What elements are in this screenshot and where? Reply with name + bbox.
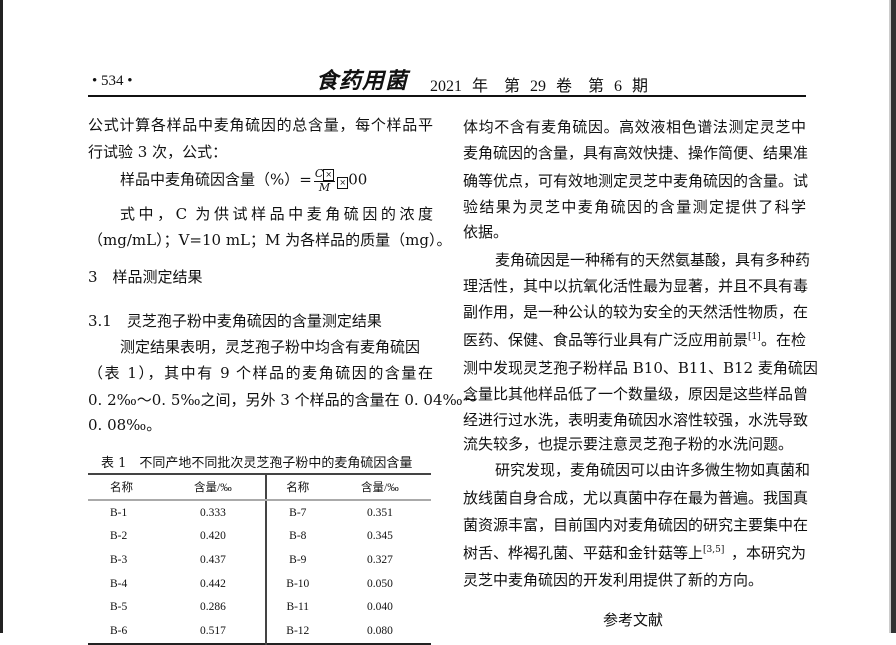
table-cell: B-12 [286,624,310,637]
text-line: 研究发现，麦角硫因可以由许多微生物如真菌和 [495,461,811,479]
table-header-row: 名称 含量/‰ 名称 含量/‰ [88,474,431,501]
text-line: 放线菌自身合成，尤以真菌中存在最为普遍。我国真 [463,489,809,507]
issue-info: 2021 年 第 29 卷 第 6 期 [430,78,649,95]
page-number: • 534 • [92,73,133,89]
text-line: 流失较多，也提示要注意灵芝孢子粉的水洗问题。 [463,435,794,453]
col-header: 名称 [88,474,161,501]
table-cell: B-2 [110,530,128,543]
col-header: 含量/‰ [328,474,431,501]
table-cell: B-9 [289,553,307,566]
subsection-heading: 3.1 灵芝孢子粉中麦角硫因的含量测定结果 [88,312,382,330]
text-span: 树舌、桦褐孔菌、平菇和金针菇等上 [463,544,704,562]
text-span: 树舌、桦褐孔菌、平菇和金针菇等上[3,5] [463,543,724,563]
table-cell: B-8 [289,530,307,543]
citation-link[interactable]: [3,5] [703,545,725,555]
numerator: C [314,167,324,180]
text-line: 菌资源丰富，目前国内对麦角硫因的研究主要集中在 [463,516,809,534]
table-cell: 0.327 [366,553,393,566]
table-cell: B-7 [289,506,307,519]
text-line: 公式计算各样品中麦角硫因的总含量，每个样品平 [88,116,433,134]
formula-suffix: 00 [348,170,368,189]
text-line: 医药、保健、食品等行业具有广泛应用前景[1] 。在检 [463,330,806,350]
page-border-right [891,0,896,633]
text-line: 式中，C 为供试样品中麦角硫因的浓度 [120,205,433,223]
text-line: （表 1），其中有 9 个样品的麦角硫因的含量在 [88,364,433,382]
table-row: B-2 0.420 B-8 0.345 [88,524,431,549]
text-line: 副作用，是一种公认的较为安全的天然活性物质，在 [463,303,809,321]
text-line: 含量比其他样品低了一个数量级，原因是这些样品曾 [463,385,809,403]
table-cell: 0.442 [161,571,267,596]
table-cell: 0.286 [161,595,267,619]
table-cell: B-6 [110,624,128,637]
table-cell: B-11 [286,601,310,614]
formula-label: 样品中麦角硫因含量（%）= [120,170,312,189]
table-caption: 表 1 不同产地不同批次灵芝孢子粉中的麦角硫因含量 [101,456,413,471]
text-span: 。在检 [760,331,806,349]
text-line: 测中发现灵芝孢子粉样品 B10、B11、B12 麦角硫因 [463,359,818,377]
text-line: 0. 2‰～0. 5‰之间，另外 3 个样品的含量在 0. 04‰～ [88,391,478,409]
page-border-left [0,0,3,633]
table-row: B-6 0.517 B-12 0.080 [88,618,431,644]
text-line: 0. 08‰。 [88,416,162,434]
text-line: 依据。 [463,223,509,241]
text-line: 测定结果表明，灵芝孢子粉中均含有麦角硫因 [120,338,421,356]
table-cell: B-4 [110,577,128,590]
header-rule [88,95,806,97]
text-line: 验结果为灵芝中麦角硫因的含量测定提供了科学 [463,198,806,216]
table-row: B-5 0.286 B-11 0.040 [88,595,431,619]
denominator: M [318,181,331,194]
text-line: 行试验 3 次，公式： [88,143,228,161]
table-cell: 0.351 [366,506,393,519]
citation-link[interactable]: [1] [748,332,761,342]
references-heading: 参考文献 [603,611,664,629]
table-cell: 0.050 [366,577,393,590]
text-line: 灵芝中麦角硫因的开发利用提供了新的方向。 [463,571,764,589]
text-span: 医药、保健、食品等行业具有广泛应用前景[1] [463,330,761,350]
table-cell: 0.080 [366,624,393,637]
text-span: 医药、保健、食品等行业具有广泛应用前景 [463,331,749,349]
text-line: 经进行过水洗，表明麦角硫因水溶性较强，水洗导致 [463,411,809,429]
text-line: 树舌、桦褐孔菌、平菇和金针菇等上[3,5] ，本研究为 [463,543,806,563]
text-span: ，本研究为 [730,544,806,562]
text-line: 麦角硫因是一种稀有的天然氨基酸，具有多种药 [495,251,811,269]
placeholder-box: × [337,176,349,189]
journal-logo: 食药用菌 [316,68,409,94]
table-cell: 0.333 [161,500,267,525]
formula: 样品中麦角硫因含量（%）= C × M × 00 [120,168,367,193]
page-shadow [889,0,891,633]
content-table: 名称 含量/‰ 名称 含量/‰ B-1 0.333 B-7 0.351 B-2 0.420… [88,473,431,645]
table-row: B-3 0.437 B-9 0.327 [88,548,431,572]
col-header: 名称 [265,474,329,501]
table-row: B-4 0.442 B-10 0.050 [88,571,431,596]
text-line: 理活性，其中以抗氧化活性最为显著，并且不具有毒 [463,277,809,295]
table-cell: 0.040 [366,601,393,614]
table-cell: B-3 [110,553,128,566]
section-heading: 3 样品测定结果 [88,268,203,286]
table-cell: B-5 [110,601,128,614]
table-cell: 0.345 [366,530,393,543]
text-line: 确等优点，可有效地测定灵芝中麦角硫因的含量。试 [463,172,809,190]
table-cell: 0.517 [161,618,267,644]
placeholder-box: × [323,169,335,181]
table-cell: 0.420 [161,524,267,549]
table-cell: 0.437 [161,548,267,572]
table-cell: B-10 [286,577,310,590]
formula-fraction: C × M [313,167,336,194]
table-cell: B-1 [110,506,128,519]
table-row: B-1 0.333 B-7 0.351 [88,500,431,525]
text-line: 麦角硫因的含量，具有高效快捷、操作简便、结果准 [463,144,809,162]
text-line: （mg/mL）；V=10 mL；M 为各样品的质量（mg）。 [88,231,452,249]
text-line: 体均不含有麦角硫因。高效液相色谱法测定灵芝中 [463,118,806,136]
col-header: 含量/‰ [161,474,267,501]
